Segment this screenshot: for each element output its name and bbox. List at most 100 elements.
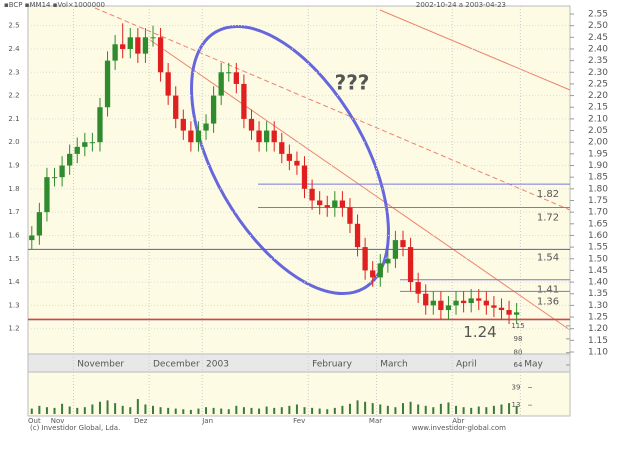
volume-bar [68,406,71,414]
x-tick-label: 2003 [206,360,229,370]
y2-tick-label: 1.55 [588,243,608,253]
volume-bar [189,409,192,414]
volume-tick-label: 39 [512,383,521,391]
candle-body [423,293,429,306]
candle-body [400,240,406,248]
volume-bar [424,405,427,414]
volume-bar [227,409,230,414]
y2-tick-label: 2.40 [588,44,608,54]
y2-tick-label: 1.85 [588,173,608,183]
volume-bar [91,404,94,414]
volume-bar [121,405,124,414]
candle-body [210,95,217,124]
y2-tick-label: 2.00 [588,138,608,148]
volume-bar [235,405,238,414]
candle-body [271,130,277,143]
volume-bar [432,407,435,414]
volume-bar [53,407,56,414]
level-label: 1.54 [537,252,559,263]
candle-body [180,118,186,131]
candle-body [362,247,368,271]
trend-line [379,9,571,91]
indicator-tick-label: 64 [514,361,523,369]
candle-body [354,223,361,248]
annotation: ??? [335,71,370,95]
y2-tick-label: 1.25 [588,313,608,323]
candle-body [286,153,293,161]
candle-body [301,165,308,189]
y-tick-label: 1.9 [8,162,19,170]
y-tick-label: 1.3 [8,301,19,309]
candle-body [498,307,505,311]
y2-tick-label: 1.80 [588,184,608,194]
y2-tick-label: 2.10 [588,114,608,124]
candle-body [370,270,376,278]
y-tick-label: 1.2 [8,325,19,333]
y2-tick-label: 2.20 [588,91,608,101]
candle-body [279,142,285,154]
volume-bar [114,403,117,414]
y2-tick-label: 1.60 [588,231,608,241]
y2-tick-label: 1.70 [588,208,608,218]
y2-tick-label: 1.20 [588,324,608,334]
volume-bar [152,405,154,414]
volume-bar [174,408,177,414]
candle-body [445,305,452,311]
candle-body [513,312,520,315]
x-tick-label: November [77,360,124,370]
candle-body [407,247,414,283]
volume-bar [76,407,79,414]
volume-bar [439,403,442,414]
volume-bar [356,400,359,414]
volume-bar [500,404,503,414]
candle-body [173,95,179,119]
y2-tick-label: 2.15 [588,103,608,113]
volume-bar [106,400,109,414]
volume-bar [447,402,450,414]
candle-body [97,107,103,143]
candle-body [256,130,262,143]
volume-bar [258,408,261,414]
lower-x-tick-label: Fev [293,417,305,425]
candle-body [165,72,171,96]
candle-body [150,37,156,39]
volume-bar [508,403,511,414]
candle-body [392,240,399,259]
y2-tick-label: 1.10 [588,348,608,358]
candle-body [453,300,459,306]
volume-bar [220,408,223,414]
candle-body [36,212,43,236]
candle-body [438,300,444,311]
candle-body [332,200,338,208]
candle-body [415,282,421,294]
volume-tick-label: 13 [512,401,521,409]
volume-bar [455,405,458,414]
volume-bar [280,407,283,414]
y2-tick-label: 1.35 [588,289,608,299]
candle-body [89,142,96,144]
volume-bar [159,407,162,414]
lower-x-tick-label: Abr [452,417,464,425]
indicator-tick-label: 98 [514,335,523,343]
candle-body [309,188,315,201]
trend-line [94,7,571,211]
volume-bar [409,401,412,414]
volume-bar [402,403,404,414]
candle-body [506,310,512,315]
header-left: ▪BCP ▪MM14 ▪Vol×1000000 [4,1,105,9]
volume-bar [515,405,518,414]
level-label: 1.24 [463,323,496,341]
lower-x-tick-label: Out [28,417,41,425]
indicator-tick-label: 80 [514,349,523,357]
volume-bar [45,407,48,414]
candle-body [142,37,149,54]
volume-bar [477,406,480,414]
candle-body [483,300,489,306]
volume-bar [205,407,208,414]
lower-x-tick-label: Nov [51,417,65,425]
volume-bar [379,404,382,414]
candle-body [51,177,58,179]
candle-body [195,130,202,143]
candle-body [324,205,330,208]
